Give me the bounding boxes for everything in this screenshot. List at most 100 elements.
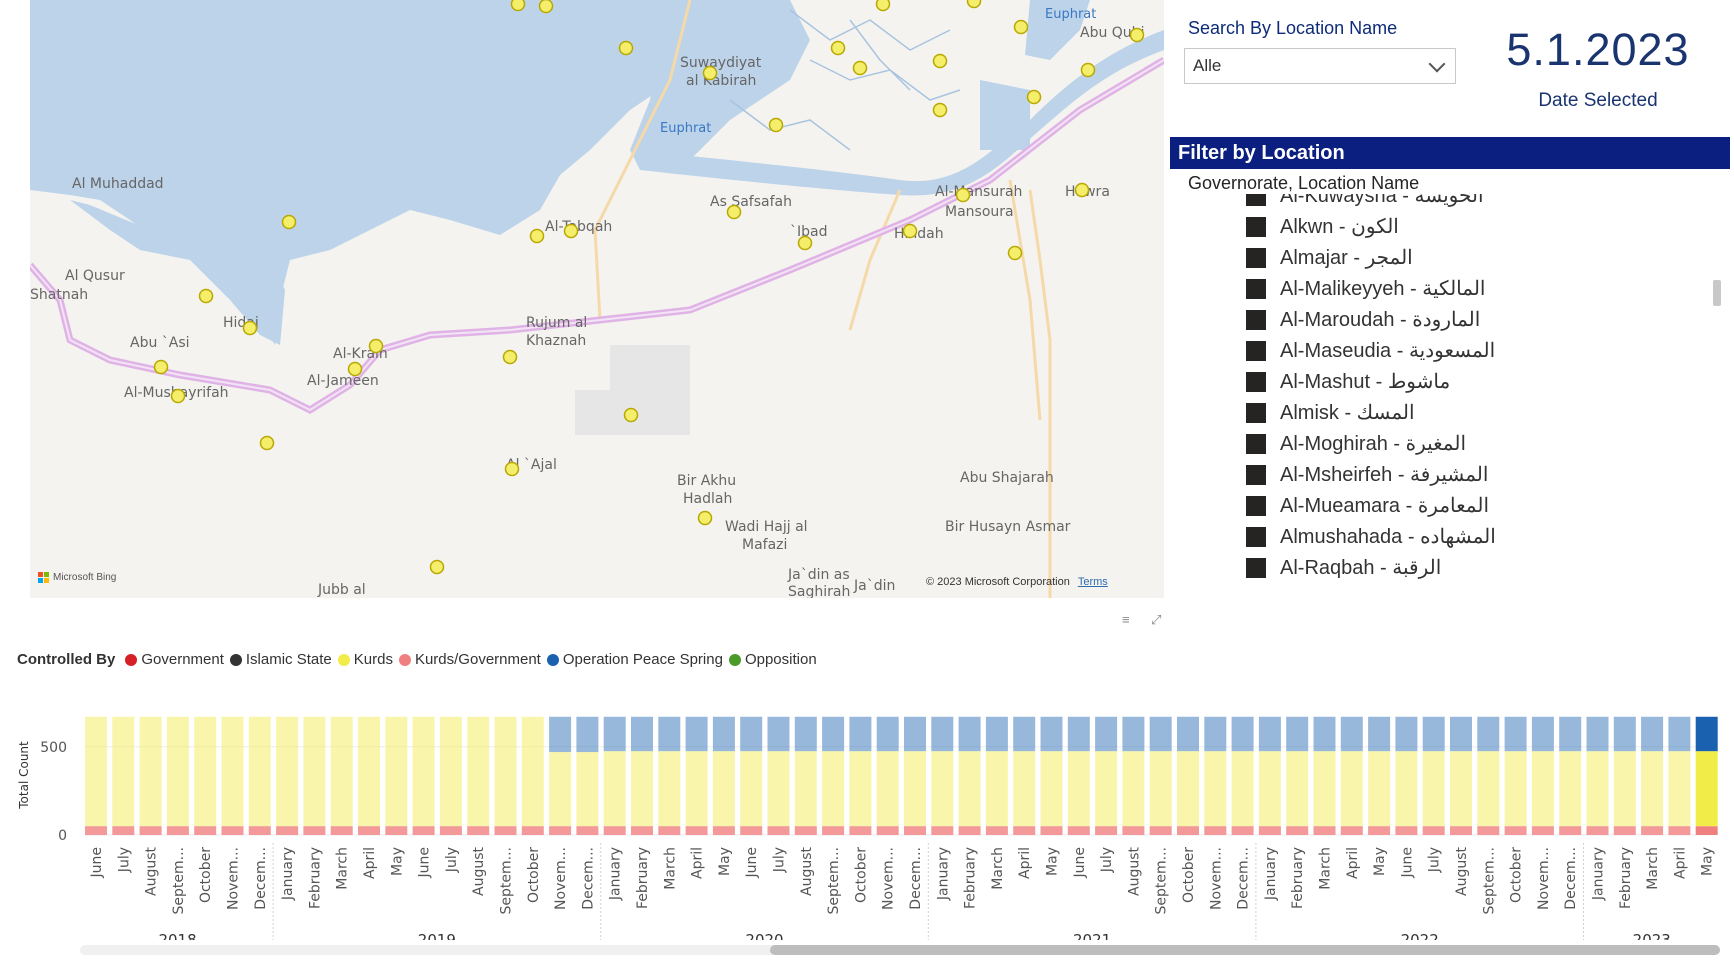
year-label: 2021 (1073, 931, 1111, 940)
bar-segment (740, 826, 763, 835)
map-label: Bir Akhu (677, 473, 736, 489)
location-item[interactable]: Al-Maseudia - المسعودية (1246, 335, 1706, 366)
location-item[interactable]: Al-Moghirah - المغيرة (1246, 428, 1706, 459)
location-item[interactable]: Al-Kuwaysha - الخويشه (1246, 194, 1706, 211)
bar-segment (549, 716, 572, 753)
chart-scrollbar-thumb[interactable] (770, 945, 1720, 955)
x-tick-label: February (635, 847, 651, 909)
location-item[interactable]: Al-Mueamara - المعامرة (1246, 490, 1706, 521)
bar-segment (1613, 716, 1636, 752)
location-item[interactable]: Al-Maroudah - المارودة (1246, 304, 1706, 335)
x-tick-label: July (1427, 847, 1443, 873)
legend-item[interactable]: Kurds/Government (398, 651, 541, 668)
legend-dot (125, 653, 138, 666)
bar-segment (412, 826, 435, 835)
filter-icon[interactable]: ≡ (1122, 612, 1130, 627)
location-item[interactable]: Almisk - المسك (1246, 397, 1706, 428)
location-item[interactable]: Alkwn - الكون (1246, 211, 1706, 242)
checkbox[interactable] (1246, 433, 1266, 454)
x-tick-label: May (717, 847, 733, 876)
bar-segment (1231, 716, 1254, 752)
bar-segment (85, 826, 107, 835)
checkbox[interactable] (1246, 340, 1266, 361)
bar-segment (439, 826, 462, 835)
map-visual[interactable]: Suwaydiyat al Kabirah Euphrat Euphrat Ab… (30, 0, 1164, 598)
legend-item[interactable]: Islamic State (229, 651, 332, 668)
map-label: Bir Husayn Asmar (945, 519, 1071, 535)
x-tick-label: April (362, 847, 378, 879)
bar-segment (194, 716, 217, 827)
legend-item[interactable]: Kurds (337, 651, 393, 668)
location-item[interactable]: Almajar - المجر (1246, 242, 1706, 273)
map-label: Al Muhaddad (72, 176, 164, 192)
bar-segment (712, 716, 735, 752)
x-tick-label: July (116, 847, 132, 873)
chart-legend: Controlled By Government Islamic State K… (17, 651, 823, 668)
x-tick-label: August (471, 846, 487, 896)
checkbox[interactable] (1246, 247, 1266, 268)
map-label: Abu Shajarah (960, 470, 1054, 486)
checkbox[interactable] (1246, 495, 1266, 516)
checkbox[interactable] (1246, 194, 1266, 206)
bar-segment (1258, 716, 1281, 752)
checkbox[interactable] (1246, 371, 1266, 392)
bar-segment (740, 716, 763, 752)
bar-segment (958, 826, 981, 835)
legend-item[interactable]: Government (125, 651, 224, 668)
location-item[interactable]: Al-Raqbah - الرقبة (1246, 552, 1706, 583)
checkbox[interactable] (1246, 464, 1266, 485)
bar-segment (1286, 826, 1309, 835)
x-tick-label: February (963, 847, 979, 909)
location-list[interactable]: Al-Kuwaysha - الخويشه Alkwn - الكون Alma… (1246, 194, 1706, 590)
map-label: Hadlah (683, 491, 732, 507)
bar-segment (1586, 716, 1609, 752)
location-item[interactable]: Almushahada - المشهاده (1246, 521, 1706, 552)
map-label: Mafazi (742, 537, 787, 553)
list-scrollbar[interactable] (1713, 280, 1721, 306)
location-item[interactable]: Al-Msheirfeh - المشيرفة (1246, 459, 1706, 490)
map-label: Rujum al (526, 315, 587, 331)
bar-segment (712, 751, 735, 827)
bar-segment (1504, 716, 1527, 752)
bar-segment (1641, 826, 1664, 835)
checkbox[interactable] (1246, 526, 1266, 547)
bar-segment (1095, 751, 1118, 827)
map-label: Abu `Asi (130, 335, 190, 351)
bar-segment (439, 716, 462, 827)
bar-segment (1668, 826, 1691, 835)
bar-segment (1067, 751, 1090, 827)
bar-segment (303, 826, 326, 835)
location-item[interactable]: Al-Malikeyyeh - المالكية (1246, 273, 1706, 304)
bar-segment (1040, 826, 1063, 835)
bar-segment (658, 716, 681, 752)
bar-segment (1067, 826, 1090, 835)
bar-segment (958, 751, 981, 827)
checkbox[interactable] (1246, 216, 1266, 237)
bar-segment (1422, 751, 1445, 827)
location-dropdown[interactable]: Alle (1184, 48, 1456, 84)
focus-mode-icon[interactable]: ⤢ (1151, 612, 1162, 627)
checkbox[interactable] (1246, 309, 1266, 330)
map-label: Al-Mansurah (935, 184, 1022, 200)
legend-item[interactable]: Opposition (728, 651, 817, 668)
bar-segment (631, 716, 653, 752)
checkbox[interactable] (1246, 402, 1266, 423)
checkbox[interactable] (1246, 557, 1266, 578)
location-item[interactable]: Al-Mashut - ماشوط (1246, 366, 1706, 397)
x-tick-label: October (1181, 847, 1197, 903)
x-tick-label: May (389, 847, 405, 876)
x-tick-label: October (853, 847, 869, 903)
x-tick-label: February (1618, 847, 1634, 909)
chevron-down-icon (1428, 55, 1446, 73)
stacked-column-chart[interactable]: Total Count 0 500 June July August Septem... Oc… (0, 690, 1734, 940)
bar-segment (139, 716, 162, 827)
terms-link[interactable]: Terms (1077, 576, 1108, 588)
checkbox[interactable] (1246, 278, 1266, 299)
year-label: 2022 (1401, 931, 1439, 940)
bar-segment (794, 751, 817, 827)
x-tick-label: January (280, 847, 296, 901)
x-tick-label: Novem... (226, 847, 242, 910)
x-tick-label: May (1700, 847, 1716, 876)
legend-item[interactable]: Operation Peace Spring (546, 651, 723, 668)
bar-segment (1613, 826, 1636, 835)
